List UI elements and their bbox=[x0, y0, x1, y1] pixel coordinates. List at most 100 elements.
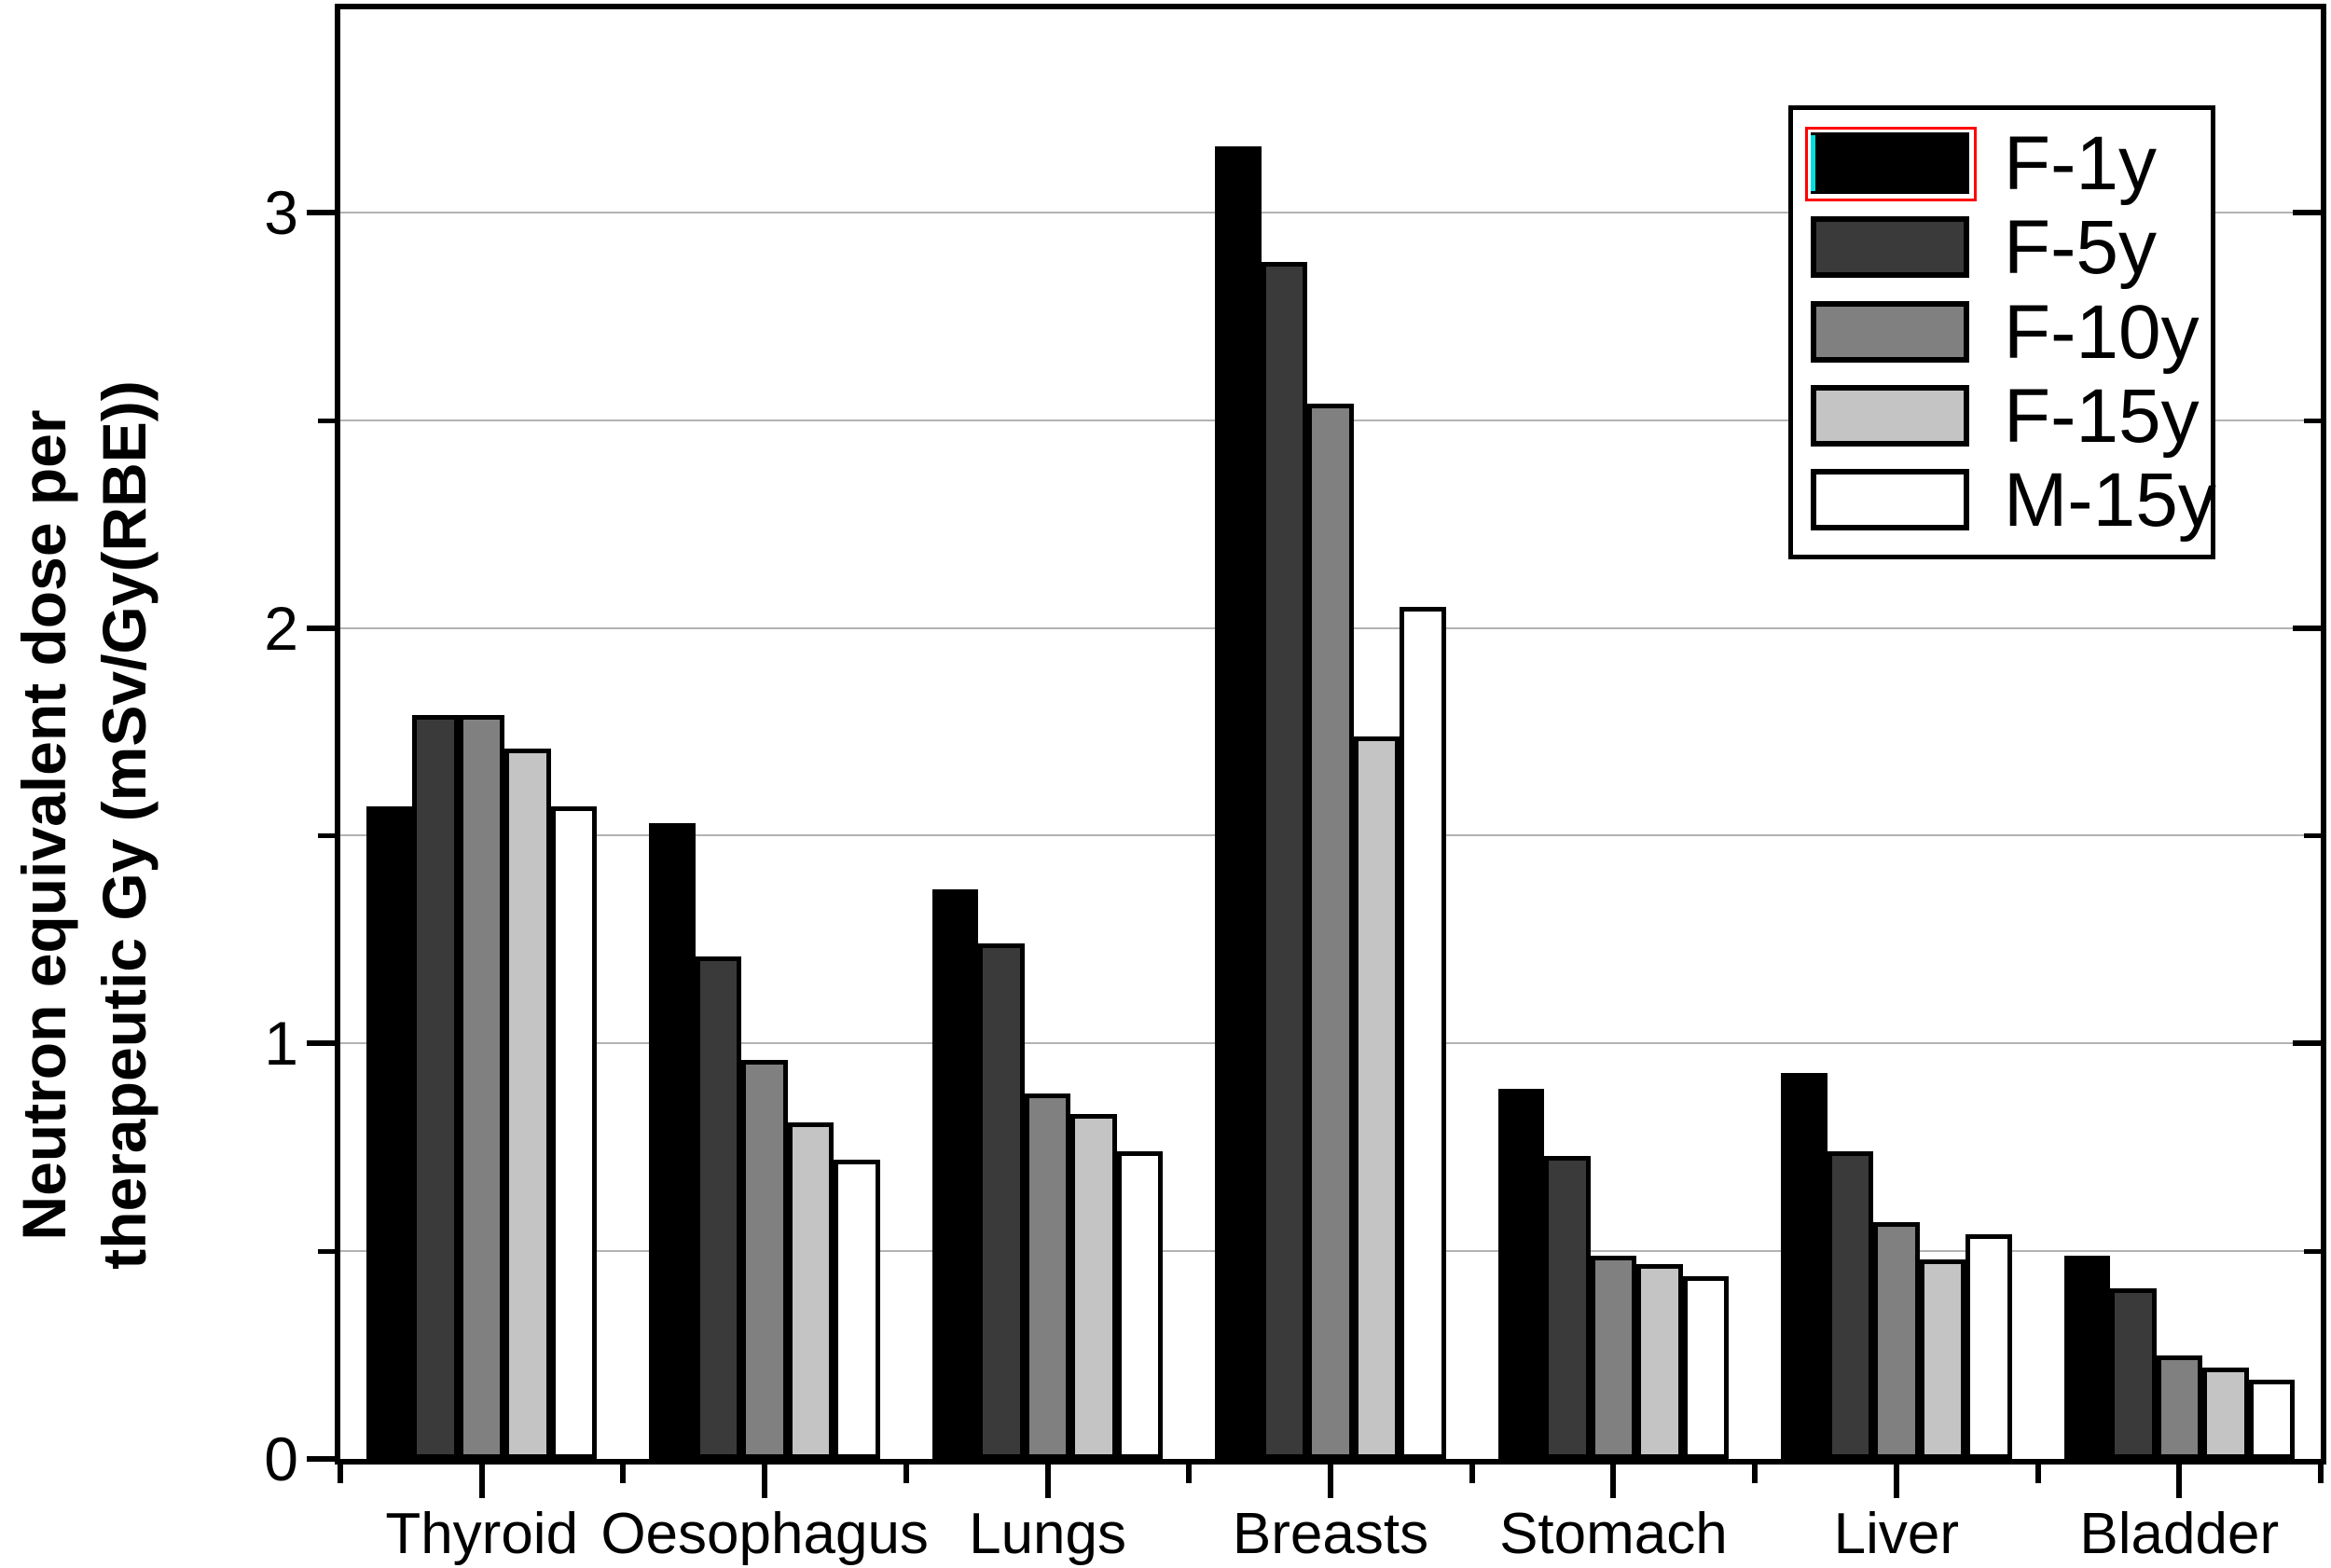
x-center-tick bbox=[1328, 1465, 1333, 1498]
legend-swatch-color bbox=[1811, 384, 1969, 447]
bar-f-5y-oesophagus bbox=[695, 956, 742, 1459]
gridline bbox=[340, 211, 2321, 213]
y-major-tick-left bbox=[307, 625, 335, 631]
legend-item-f-5y[interactable]: F-5y bbox=[1808, 207, 2211, 289]
x-boundary-tick bbox=[2034, 1465, 2041, 1483]
bar-f-5y-breasts bbox=[1261, 262, 1308, 1459]
legend-item-f-10y[interactable]: F-10y bbox=[1808, 289, 2211, 375]
bar-m-15y-breasts bbox=[1400, 607, 1446, 1459]
x-category-label-bladder: Bladder bbox=[2079, 1502, 2280, 1566]
y-minor-tick-right bbox=[2304, 1249, 2321, 1255]
x-category-label-breasts: Breasts bbox=[1232, 1502, 1429, 1566]
y-major-tick-right bbox=[2293, 209, 2321, 215]
y-minor-tick-left bbox=[318, 1249, 335, 1255]
bar-f-1y-bladder bbox=[2063, 1256, 2111, 1459]
x-category-label-lungs: Lungs bbox=[969, 1502, 1127, 1566]
x-boundary-tick bbox=[903, 1465, 909, 1483]
y-minor-tick-left bbox=[318, 833, 335, 839]
legend-item-f-15y[interactable]: F-15y bbox=[1808, 373, 2211, 459]
bar-f-1y-breasts bbox=[1215, 146, 1262, 1459]
legend-swatch-color bbox=[1811, 469, 1969, 530]
bar-f-10y-bladder bbox=[2156, 1355, 2203, 1459]
legend-swatch-f-5y[interactable] bbox=[1808, 213, 1974, 282]
legend: F-1y F-5y F-10y F-15y M-15y bbox=[1788, 105, 2216, 559]
legend-swatch-m-15y[interactable] bbox=[1808, 466, 1974, 535]
bar-f-1y-stomach bbox=[1497, 1089, 1545, 1459]
bar-f-10y-oesophagus bbox=[741, 1060, 788, 1459]
bar-m-15y-oesophagus bbox=[834, 1160, 880, 1459]
x-category-label-thyroid: Thyroid bbox=[385, 1502, 579, 1566]
legend-label: M-15y bbox=[2004, 458, 2216, 543]
legend-swatch-f-15y[interactable] bbox=[1808, 382, 1974, 451]
bar-f-15y-bladder bbox=[2202, 1368, 2249, 1459]
legend-label: F-15y bbox=[2004, 373, 2200, 459]
x-center-tick bbox=[2176, 1465, 2183, 1498]
bar-f-10y-lungs bbox=[1024, 1093, 1071, 1459]
x-category-label-stomach: Stomach bbox=[1499, 1502, 1728, 1566]
x-center-tick bbox=[762, 1465, 768, 1498]
legend-swatch-color bbox=[1811, 300, 1969, 363]
legend-label: F-5y bbox=[2004, 205, 2157, 291]
x-category-label-liver: Liver bbox=[1833, 1502, 1960, 1566]
y-minor-tick-right bbox=[2304, 833, 2321, 839]
x-center-tick bbox=[1893, 1465, 1899, 1498]
y-axis-title: Neutron equivalent dose per therapeutic … bbox=[4, 266, 168, 1384]
legend-item-m-15y[interactable]: M-15y bbox=[1808, 460, 2216, 542]
legend-swatch-color bbox=[1811, 216, 1969, 279]
y-axis-title-line1: Neutron equivalent dose per bbox=[9, 409, 78, 1241]
bar-f-10y-thyroid bbox=[458, 715, 505, 1459]
bar-m-15y-liver bbox=[1965, 1234, 2012, 1459]
x-boundary-tick bbox=[2318, 1465, 2324, 1483]
x-boundary-tick bbox=[1752, 1465, 1759, 1483]
bar-f-15y-thyroid bbox=[504, 749, 551, 1459]
bar-f-1y-lungs bbox=[931, 889, 979, 1459]
bar-f-5y-lungs bbox=[978, 943, 1025, 1459]
legend-label: F-1y bbox=[2004, 121, 2157, 206]
x-center-tick bbox=[1610, 1465, 1617, 1498]
x-center-tick bbox=[478, 1465, 485, 1498]
bar-m-15y-bladder bbox=[2248, 1380, 2296, 1459]
y-major-tick-right bbox=[2293, 1040, 2321, 1047]
legend-swatch-color bbox=[1811, 132, 1969, 194]
legend-swatch-f-1y[interactable] bbox=[1805, 127, 1977, 201]
x-boundary-tick bbox=[338, 1465, 343, 1483]
y-axis-title-line2: therapeutic Gy (mSv/Gy(RBE)) bbox=[90, 380, 159, 1270]
x-boundary-tick bbox=[1186, 1465, 1193, 1483]
bar-f-5y-stomach bbox=[1544, 1156, 1591, 1459]
x-center-tick bbox=[1044, 1465, 1051, 1498]
bar-f-5y-liver bbox=[1827, 1151, 1874, 1459]
bar-f-5y-thyroid bbox=[412, 715, 459, 1459]
legend-label: F-10y bbox=[2004, 289, 2200, 375]
bar-f-10y-stomach bbox=[1590, 1256, 1637, 1459]
x-boundary-tick bbox=[620, 1465, 627, 1483]
bar-m-15y-thyroid bbox=[550, 806, 598, 1459]
y-minor-tick-left bbox=[318, 418, 335, 423]
bar-m-15y-stomach bbox=[1682, 1276, 1730, 1459]
legend-item-f-1y[interactable]: F-1y bbox=[1805, 121, 2211, 206]
bar-f-15y-lungs bbox=[1070, 1114, 1117, 1459]
legend-selection-accent bbox=[1811, 135, 1815, 191]
bar-f-15y-liver bbox=[1919, 1259, 1966, 1459]
x-category-label-oesophagus: Oesophagus bbox=[600, 1502, 929, 1566]
bar-f-5y-bladder bbox=[2110, 1288, 2157, 1459]
y-tick-label: 2 bbox=[264, 593, 298, 663]
bar-f-1y-liver bbox=[1781, 1073, 1828, 1459]
y-major-tick-right bbox=[2293, 625, 2321, 631]
bar-f-10y-breasts bbox=[1307, 404, 1354, 1459]
x-boundary-tick bbox=[1469, 1465, 1475, 1483]
bar-f-15y-oesophagus bbox=[787, 1122, 834, 1459]
y-major-tick-left bbox=[307, 1456, 335, 1462]
y-major-tick-left bbox=[307, 1040, 335, 1047]
y-tick-label: 1 bbox=[264, 1009, 298, 1079]
y-tick-label: 3 bbox=[264, 177, 298, 247]
y-minor-tick-right bbox=[2304, 418, 2321, 423]
y-tick-label: 0 bbox=[264, 1424, 298, 1493]
y-major-tick-left bbox=[307, 209, 335, 215]
bar-f-15y-breasts bbox=[1353, 736, 1400, 1459]
plot-area: F-1y F-5y F-10y F-15y M-15y bbox=[307, 4, 2326, 1498]
bar-m-15y-lungs bbox=[1116, 1151, 1164, 1459]
legend-swatch-f-10y[interactable] bbox=[1808, 298, 1974, 367]
bar-f-1y-oesophagus bbox=[649, 823, 696, 1459]
bar-f-10y-liver bbox=[1873, 1222, 1920, 1459]
